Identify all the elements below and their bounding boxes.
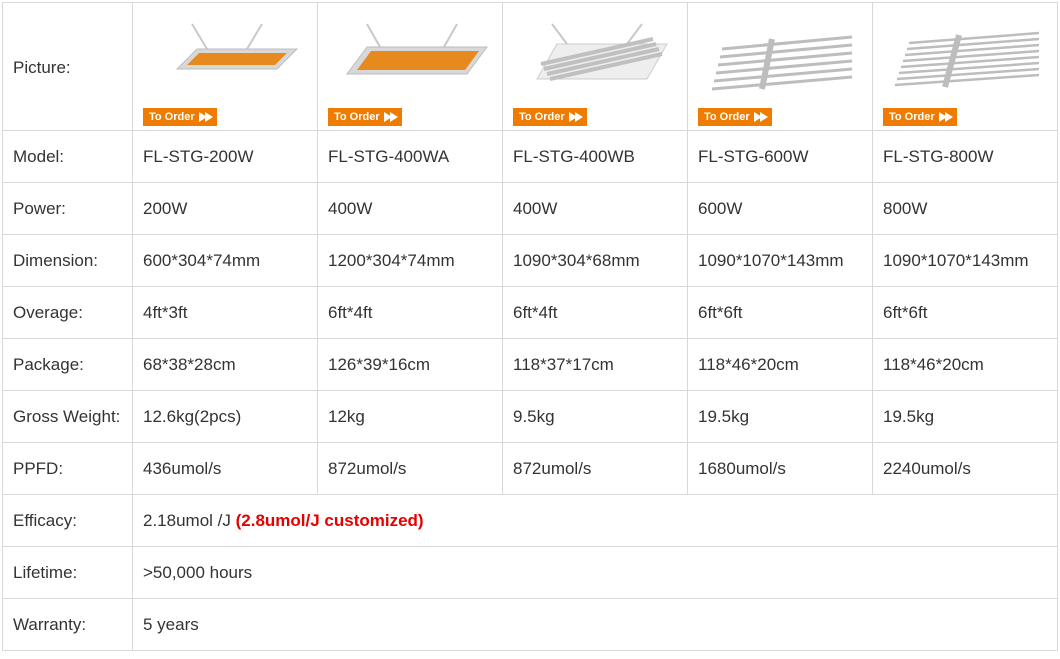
to-order-button-3[interactable]: To Order	[698, 108, 772, 126]
cell-gross-weight-0: 12.6kg(2pcs)	[133, 391, 318, 443]
arrow-right-icon	[939, 112, 953, 122]
cell-package-2: 118*37*17cm	[503, 339, 688, 391]
arrow-right-icon	[199, 112, 213, 122]
cell-power-0: 200W	[133, 183, 318, 235]
cell-overage-3: 6ft*6ft	[688, 287, 873, 339]
cell-lifetime: >50,000 hours	[133, 547, 1058, 599]
cell-overage-4: 6ft*6ft	[873, 287, 1058, 339]
cell-overage-1: 6ft*4ft	[318, 287, 503, 339]
cell-efficacy: 2.18umol /J (2.8umol/J customized)	[133, 495, 1058, 547]
cell-model-3: FL-STG-600W	[688, 131, 873, 183]
cell-model-2: FL-STG-400WB	[503, 131, 688, 183]
cell-package-1: 126*39*16cm	[318, 339, 503, 391]
product-image-3	[698, 9, 866, 108]
efficacy-highlight: (2.8umol/J customized)	[236, 511, 424, 530]
row-efficacy: Efficacy: 2.18umol /J (2.8umol/J customi…	[3, 495, 1058, 547]
to-order-button-1[interactable]: To Order	[328, 108, 402, 126]
cell-model-1: FL-STG-400WA	[318, 131, 503, 183]
cell-power-3: 600W	[688, 183, 873, 235]
cell-overage-0: 4ft*3ft	[133, 287, 318, 339]
cell-gross-weight-2: 9.5kg	[503, 391, 688, 443]
to-order-button-4[interactable]: To Order	[883, 108, 957, 126]
picture-cell-2: To Order	[503, 3, 688, 131]
cell-package-0: 68*38*28cm	[133, 339, 318, 391]
cell-power-4: 800W	[873, 183, 1058, 235]
label-picture: Picture:	[3, 3, 133, 131]
to-order-label: To Order	[704, 110, 750, 124]
cell-ppfd-1: 872umol/s	[318, 443, 503, 495]
row-ppfd: PPFD: 436umol/s 872umol/s 872umol/s 1680…	[3, 443, 1058, 495]
cell-ppfd-3: 1680umol/s	[688, 443, 873, 495]
label-efficacy: Efficacy:	[3, 495, 133, 547]
to-order-button-2[interactable]: To Order	[513, 108, 587, 126]
cell-package-4: 118*46*20cm	[873, 339, 1058, 391]
cell-dimension-4: 1090*1070*143mm	[873, 235, 1058, 287]
picture-cell-3: To Order	[688, 3, 873, 131]
product-image-0	[143, 9, 311, 108]
cell-gross-weight-3: 19.5kg	[688, 391, 873, 443]
cell-dimension-1: 1200*304*74mm	[318, 235, 503, 287]
cell-overage-2: 6ft*4ft	[503, 287, 688, 339]
cell-gross-weight-1: 12kg	[318, 391, 503, 443]
cell-power-1: 400W	[318, 183, 503, 235]
to-order-label: To Order	[519, 110, 565, 124]
efficacy-base: 2.18umol /J	[143, 511, 236, 530]
cell-ppfd-4: 2240umol/s	[873, 443, 1058, 495]
row-model: Model: FL-STG-200W FL-STG-400WA FL-STG-4…	[3, 131, 1058, 183]
product-image-2	[513, 9, 681, 108]
label-gross-weight: Gross Weight:	[3, 391, 133, 443]
row-picture: Picture: To Order	[3, 3, 1058, 131]
row-gross-weight: Gross Weight: 12.6kg(2pcs) 12kg 9.5kg 19…	[3, 391, 1058, 443]
row-power: Power: 200W 400W 400W 600W 800W	[3, 183, 1058, 235]
label-dimension: Dimension:	[3, 235, 133, 287]
product-image-1	[328, 9, 496, 108]
label-ppfd: PPFD:	[3, 443, 133, 495]
cell-power-2: 400W	[503, 183, 688, 235]
label-warranty: Warranty:	[3, 599, 133, 651]
picture-cell-4: To Order	[873, 3, 1058, 131]
to-order-label: To Order	[889, 110, 935, 124]
cell-ppfd-2: 872umol/s	[503, 443, 688, 495]
row-package: Package: 68*38*28cm 126*39*16cm 118*37*1…	[3, 339, 1058, 391]
cell-gross-weight-4: 19.5kg	[873, 391, 1058, 443]
arrow-right-icon	[569, 112, 583, 122]
to-order-label: To Order	[334, 110, 380, 124]
arrow-right-icon	[754, 112, 768, 122]
picture-cell-1: To Order	[318, 3, 503, 131]
cell-dimension-0: 600*304*74mm	[133, 235, 318, 287]
cell-model-4: FL-STG-800W	[873, 131, 1058, 183]
to-order-button-0[interactable]: To Order	[143, 108, 217, 126]
label-lifetime: Lifetime:	[3, 547, 133, 599]
row-lifetime: Lifetime: >50,000 hours	[3, 547, 1058, 599]
spec-table: Picture: To Order	[2, 2, 1058, 651]
label-overage: Overage:	[3, 287, 133, 339]
cell-model-0: FL-STG-200W	[133, 131, 318, 183]
to-order-label: To Order	[149, 110, 195, 124]
arrow-right-icon	[384, 112, 398, 122]
cell-dimension-2: 1090*304*68mm	[503, 235, 688, 287]
row-warranty: Warranty: 5 years	[3, 599, 1058, 651]
label-power: Power:	[3, 183, 133, 235]
cell-dimension-3: 1090*1070*143mm	[688, 235, 873, 287]
label-package: Package:	[3, 339, 133, 391]
cell-warranty: 5 years	[133, 599, 1058, 651]
label-model: Model:	[3, 131, 133, 183]
picture-cell-0: To Order	[133, 3, 318, 131]
cell-ppfd-0: 436umol/s	[133, 443, 318, 495]
row-dimension: Dimension: 600*304*74mm 1200*304*74mm 10…	[3, 235, 1058, 287]
product-image-4	[883, 9, 1051, 108]
cell-package-3: 118*46*20cm	[688, 339, 873, 391]
row-overage: Overage: 4ft*3ft 6ft*4ft 6ft*4ft 6ft*6ft…	[3, 287, 1058, 339]
